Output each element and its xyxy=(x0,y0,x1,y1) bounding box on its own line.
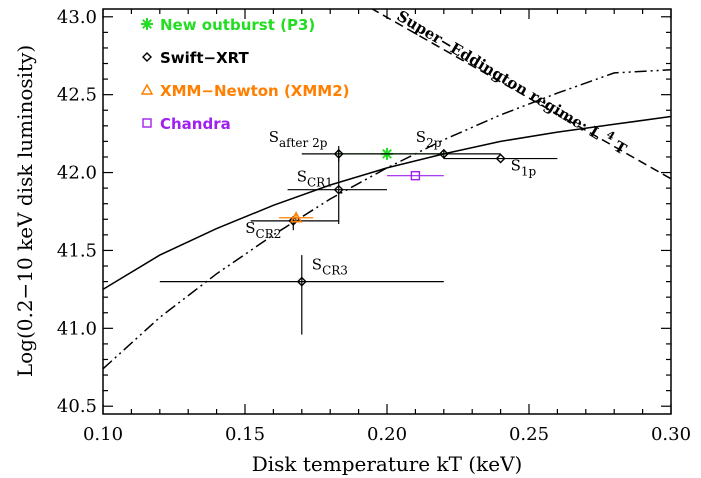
data-point-marker xyxy=(438,148,449,159)
data-point-marker xyxy=(296,276,307,287)
diamond-icon xyxy=(142,52,152,62)
data-point-marker xyxy=(333,184,344,195)
y-tick-label: 40.5 xyxy=(57,396,97,417)
point-label: SCR3 xyxy=(312,256,348,278)
point-label: SCR1 xyxy=(297,168,333,190)
x-tick-label: 0.25 xyxy=(509,424,549,445)
x-tick-label: 0.10 xyxy=(83,424,123,445)
legend-item-swift-xrt: Swift−XRT xyxy=(142,49,250,67)
series-3 xyxy=(387,170,444,181)
y-tick-label: 41.0 xyxy=(57,318,97,339)
model-curves xyxy=(103,9,671,370)
legend-marker xyxy=(140,83,154,95)
legend-marker xyxy=(141,18,153,30)
legend-marker xyxy=(142,118,152,128)
legend-label: Swift−XRT xyxy=(160,49,250,67)
x-tick-label: 0.30 xyxy=(651,424,691,445)
point-labels: Safter 2p S2p S1p SCR1 SCR2 SCR3 xyxy=(245,128,536,278)
series-1 xyxy=(159,146,558,335)
plot-frame xyxy=(102,8,672,415)
data-points xyxy=(159,146,558,335)
data-point-marker xyxy=(410,170,421,181)
point-label: S1p xyxy=(511,157,537,179)
legend-item-chandra: Chandra xyxy=(142,115,231,133)
asterisk-icon xyxy=(141,18,153,30)
square-icon xyxy=(142,118,152,128)
data-point-marker xyxy=(495,153,506,164)
point-label: Safter 2p xyxy=(269,128,328,150)
point-label: SCR2 xyxy=(245,219,281,241)
y-axis-title: Log(0.2−10 keV disk luminosity) xyxy=(13,45,37,377)
data-point-marker xyxy=(289,211,303,223)
x-tick-label: 0.15 xyxy=(225,424,265,445)
triangle-icon xyxy=(140,83,154,95)
legend-label: XMM−Newton (XMM2) xyxy=(160,82,350,100)
model-curve-dash-dot-dot xyxy=(103,69,671,370)
y-tick-label: 42.0 xyxy=(57,163,97,184)
legend-item-xmm-newton: XMM−Newton (XMM2) xyxy=(140,82,350,100)
x-tick-label: 0.20 xyxy=(367,424,407,445)
x-axis-title: Disk temperature kT (keV) xyxy=(252,452,523,476)
model-curve-solid xyxy=(103,115,671,291)
point-label: S2p xyxy=(416,128,442,150)
y-tick-label: 41.5 xyxy=(57,240,97,261)
legend-label: Chandra xyxy=(160,115,231,133)
y-tick-label: 42.5 xyxy=(57,85,97,106)
legend-label: New outburst (P3) xyxy=(160,16,315,34)
axes: 0.10 0.15 0.20 0.25 0.30 40.5 41.0 41.5 42.0 42.5… xyxy=(57,7,691,445)
legend-item-new-outburst: New outburst (P3) xyxy=(141,16,315,34)
model-curve-dashed xyxy=(370,9,671,180)
legend: New outburst (P3) Swift−XRT XMM−Newton (… xyxy=(140,16,350,133)
y-tick-label: 43.0 xyxy=(57,7,97,28)
series-2 xyxy=(279,211,314,223)
legend-marker xyxy=(142,52,152,62)
